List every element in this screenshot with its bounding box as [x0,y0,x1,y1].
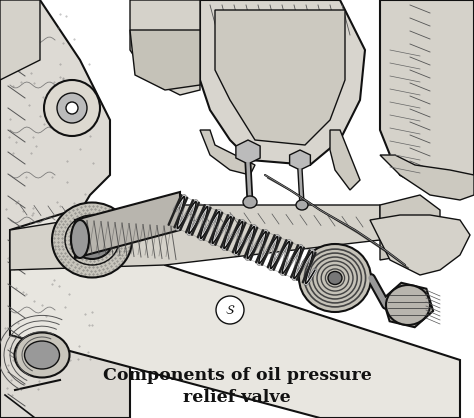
Polygon shape [200,0,365,165]
Ellipse shape [52,202,132,278]
Text: Components of oil pressure: Components of oil pressure [102,367,372,383]
Polygon shape [0,0,40,80]
Ellipse shape [71,220,89,258]
Ellipse shape [386,285,430,325]
Polygon shape [290,150,310,170]
Text: $\mathcal{S}$: $\mathcal{S}$ [225,303,235,316]
Ellipse shape [296,200,308,210]
Circle shape [57,93,87,123]
Ellipse shape [25,341,60,369]
Polygon shape [330,130,360,190]
Polygon shape [75,192,180,258]
Polygon shape [200,130,255,175]
Polygon shape [370,215,470,275]
Circle shape [44,80,100,136]
Ellipse shape [15,332,70,377]
Ellipse shape [299,244,371,312]
Polygon shape [10,205,460,418]
Polygon shape [236,140,260,164]
Ellipse shape [328,272,342,285]
Polygon shape [10,205,380,270]
Polygon shape [380,0,474,185]
Polygon shape [0,0,130,418]
Polygon shape [380,195,440,260]
Circle shape [66,102,78,114]
Ellipse shape [243,196,257,208]
Ellipse shape [71,221,113,259]
Circle shape [216,296,244,324]
Text: relief valve: relief valve [183,390,291,406]
Polygon shape [383,283,433,327]
Polygon shape [130,0,200,95]
Polygon shape [130,30,200,90]
Polygon shape [215,10,345,145]
Polygon shape [380,155,474,200]
